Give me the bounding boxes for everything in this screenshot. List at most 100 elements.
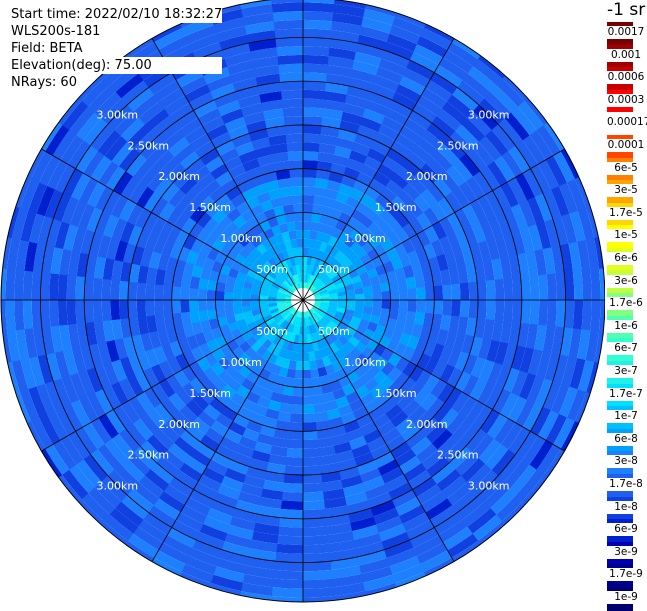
ppi-cell — [387, 233, 402, 248]
ppi-cell — [153, 235, 168, 255]
ppi-cell — [203, 66, 231, 85]
ppi-cell — [461, 245, 475, 267]
ppi-cell — [314, 178, 329, 189]
ppi-cell — [318, 271, 327, 281]
ppi-cell — [345, 390, 360, 405]
ppi-cell — [486, 237, 501, 261]
ppi-cell — [280, 500, 303, 511]
ppi-cell — [425, 423, 447, 444]
ppi-cell — [240, 482, 263, 497]
ppi-cell — [381, 427, 401, 445]
ppi-cell — [250, 288, 261, 296]
ppi-cell — [525, 250, 539, 278]
ppi-cell — [303, 159, 319, 170]
ppi-cell — [277, 303, 287, 309]
ppi-cell — [377, 272, 389, 284]
ppi-cell — [451, 391, 470, 414]
ppi-cell — [364, 207, 380, 223]
ppi-cell — [303, 81, 327, 92]
ppi-cell — [386, 270, 398, 283]
ppi-cell — [277, 291, 287, 297]
ppi-cell — [220, 541, 251, 557]
ppi-cell — [44, 443, 70, 475]
ppi-cell — [275, 419, 291, 431]
ppi-cell — [169, 242, 184, 260]
ppi-cell — [240, 0, 274, 9]
ppi-cell — [474, 261, 486, 283]
ppi-cell — [318, 143, 337, 155]
ppi-cell — [292, 247, 299, 258]
ppi-cell — [241, 293, 251, 300]
ppi-cell — [326, 408, 341, 420]
ppi-cell — [238, 221, 252, 235]
ppi-cell — [387, 481, 413, 501]
ppi-cell — [368, 178, 386, 195]
ppi-cell — [260, 325, 271, 336]
ppi-cell — [303, 19, 334, 31]
ppi-cell — [422, 340, 437, 358]
ppi-cell — [426, 182, 446, 203]
ppi-cell — [461, 501, 491, 528]
ppi-cell — [388, 309, 399, 321]
ppi-cell — [354, 133, 375, 149]
ppi-cell — [234, 312, 245, 322]
ppi-cell — [40, 298, 51, 328]
ppi-cell — [333, 250, 345, 262]
ppi-cell — [267, 371, 279, 384]
ppi-cell — [97, 234, 112, 259]
ppi-cell — [303, 98, 325, 109]
ppi-cell — [259, 299, 269, 305]
ppi-cell — [305, 265, 311, 275]
ppi-cell — [52, 439, 77, 470]
ppi-cell — [533, 324, 547, 352]
ppi-cell — [259, 90, 283, 104]
ppi-cell — [522, 168, 544, 198]
ppi-cell — [362, 108, 386, 125]
range-ring-label: 2.00km — [158, 170, 200, 183]
ppi-cell — [189, 222, 205, 239]
ppi-cell — [301, 561, 332, 572]
ppi-cell — [581, 269, 592, 302]
ppi-cell — [536, 221, 552, 250]
ppi-cell — [355, 300, 365, 307]
ppi-cell — [219, 436, 239, 452]
ppi-cell — [189, 132, 212, 152]
colorbar-label: 1.7e-6 — [607, 297, 645, 311]
ppi-cell — [429, 505, 458, 528]
ppi-cell — [152, 23, 184, 43]
ppi-cell — [224, 364, 239, 379]
ppi-cell — [120, 117, 146, 142]
ppi-cell — [261, 282, 272, 290]
ppi-cell — [482, 319, 495, 341]
ppi-cell — [263, 277, 273, 286]
ppi-cell — [208, 397, 226, 414]
range-ring-label: 1.50km — [375, 201, 417, 214]
ppi-cell — [281, 195, 294, 206]
ppi-cell — [300, 273, 304, 283]
ppi-cell — [388, 279, 399, 292]
ppi-cell — [234, 499, 260, 515]
ppi-cell — [104, 135, 128, 162]
ppi-cell — [46, 217, 62, 248]
range-ring-label: 1.00km — [220, 232, 262, 245]
ppi-cell — [416, 212, 433, 231]
ppi-cell — [312, 394, 325, 405]
ppi-cell — [140, 164, 161, 187]
ppi-cell — [374, 132, 396, 149]
ppi-cell — [63, 223, 79, 251]
ppi-cell — [303, 151, 320, 161]
ppi-cell — [140, 332, 154, 352]
ppi-cell — [302, 343, 309, 353]
ppi-cell — [105, 408, 126, 434]
ppi-cell — [118, 427, 141, 453]
ppi-cell — [31, 270, 42, 300]
ppi-cell — [423, 207, 440, 227]
ppi-cell — [198, 523, 228, 542]
azimuth-spoke — [302, 38, 455, 301]
ppi-cell — [277, 54, 304, 65]
ppi-cell — [347, 508, 374, 523]
ppi-cell — [394, 320, 406, 333]
ppi-cell — [447, 42, 479, 67]
ppi-cell — [442, 300, 452, 317]
ppi-cell — [324, 399, 339, 412]
